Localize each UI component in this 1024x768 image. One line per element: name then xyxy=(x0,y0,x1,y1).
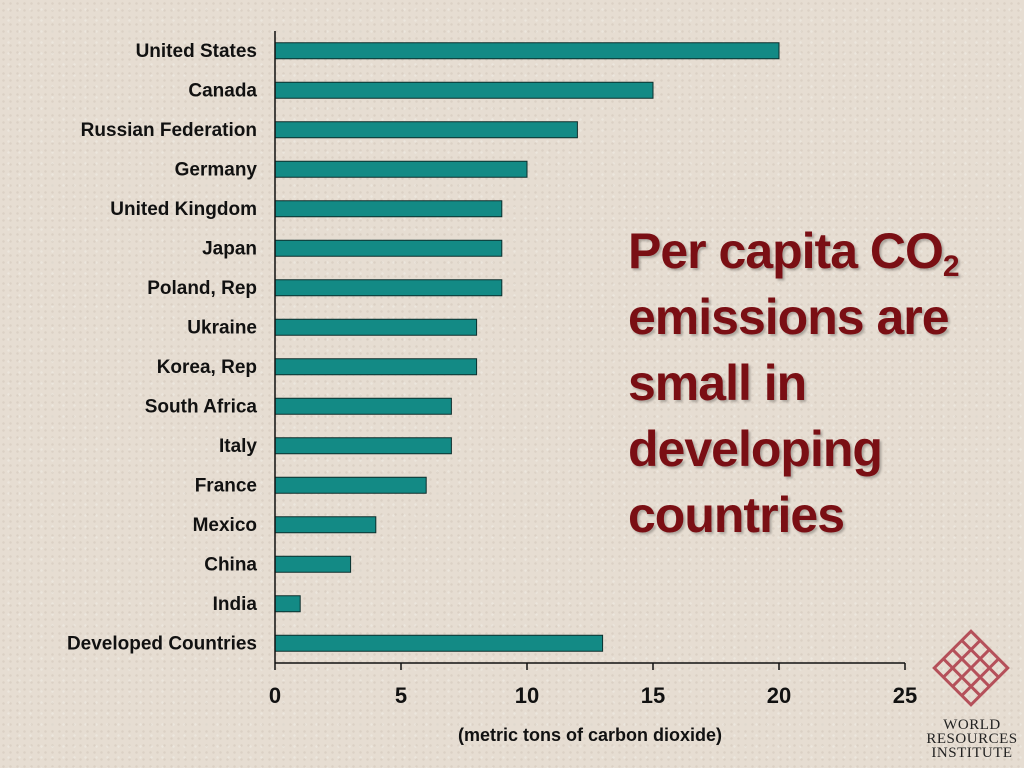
bar xyxy=(274,200,503,218)
category-label: South Africa xyxy=(145,396,258,417)
bar xyxy=(274,397,452,415)
category-label: Italy xyxy=(219,436,257,457)
headline-line-1: Per capita CO2 xyxy=(628,223,960,283)
category-label: Mexico xyxy=(193,515,257,536)
bar xyxy=(274,279,503,297)
bar xyxy=(274,81,654,99)
logo-text-institute: INSTITUTE xyxy=(931,745,1013,761)
category-labels: United States Canada Russian Federation Ger… xyxy=(67,41,257,655)
bar xyxy=(274,318,478,336)
bar xyxy=(274,121,578,139)
category-label: Developed Countries xyxy=(67,633,257,654)
wri-logo-mark-icon xyxy=(932,629,1010,707)
x-tick-label: 0 xyxy=(269,683,281,708)
category-label: United Kingdom xyxy=(110,199,257,220)
bar xyxy=(274,358,478,376)
bar xyxy=(274,239,503,257)
category-label: India xyxy=(213,594,258,615)
x-tick-label: 5 xyxy=(395,683,407,708)
headline: Per capita CO2 emissions are small in de… xyxy=(628,218,998,548)
logo-text-resources: RESOURCES xyxy=(926,731,1018,747)
bar xyxy=(274,160,528,178)
bar xyxy=(274,555,352,573)
x-tick-label: 20 xyxy=(767,683,791,708)
bar xyxy=(274,476,427,494)
headline-line-4: developing xyxy=(628,421,883,477)
category-label: Japan xyxy=(202,238,257,259)
bar xyxy=(274,595,301,613)
headline-line-2: emissions are xyxy=(628,289,950,345)
category-label: Germany xyxy=(175,159,258,180)
category-label: Ukraine xyxy=(187,317,257,338)
category-label: France xyxy=(195,475,257,496)
bar xyxy=(274,42,780,60)
headline-line-3: small in xyxy=(628,355,807,411)
x-tick-label: 15 xyxy=(641,683,665,708)
category-label: Korea, Rep xyxy=(157,357,257,378)
x-axis-ticks: 0 5 10 15 20 25 xyxy=(269,663,917,708)
headline-subscript: 2 xyxy=(942,250,960,283)
x-axis-label: (metric tons of carbon dioxide) xyxy=(458,725,722,745)
wri-logo: WORLD RESOURCES INSTITUTE xyxy=(922,628,1022,766)
logo-text-world: WORLD xyxy=(943,717,1001,733)
category-label: Canada xyxy=(188,80,257,101)
headline-line-5: countries xyxy=(628,487,845,543)
category-label: China xyxy=(204,554,257,575)
bar xyxy=(274,634,604,652)
category-label: Russian Federation xyxy=(81,120,257,141)
x-tick-label: 10 xyxy=(515,683,539,708)
bar xyxy=(274,437,452,455)
category-label: United States xyxy=(136,41,257,62)
x-tick-label: 25 xyxy=(893,683,917,708)
bar xyxy=(274,516,377,534)
category-label: Poland, Rep xyxy=(147,278,257,299)
